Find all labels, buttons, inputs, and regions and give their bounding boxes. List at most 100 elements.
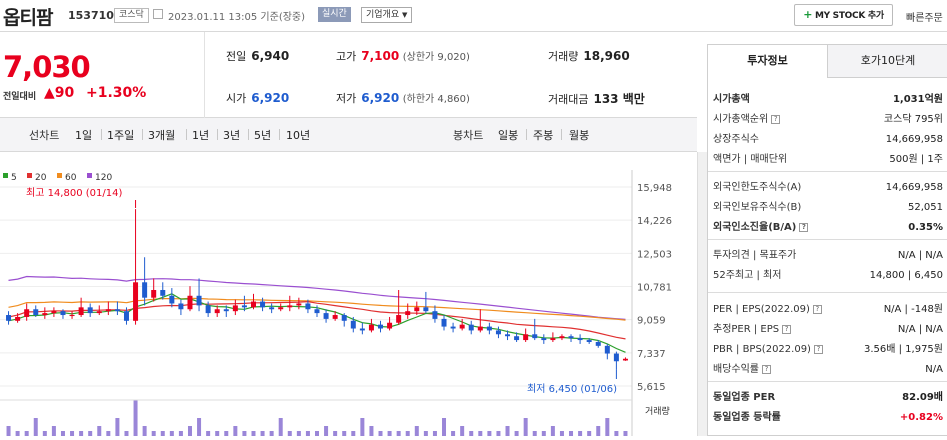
period-1y[interactable]: 1년 (192, 129, 210, 142)
y-tick-label: 14,226 (637, 216, 672, 227)
open-price: 시가 6,920 (226, 90, 289, 106)
volume-bar (206, 431, 211, 436)
volume-bar (197, 418, 202, 436)
legend-label: 60 (65, 173, 77, 183)
volume-bar (369, 426, 374, 436)
candle-body (105, 309, 111, 312)
info-row: 추정PER | EPS? N/A | N/A (713, 320, 943, 340)
candle-body (505, 334, 511, 337)
help-icon[interactable]: ? (762, 364, 771, 374)
side-panel: 투자정보 호가10단계 시가총액 1,031억원 시가총액순위? 코스닥 795위 상장… (707, 44, 947, 436)
candle-body (332, 315, 338, 319)
divider (279, 129, 280, 140)
help-icon[interactable]: ? (782, 324, 792, 334)
legend-label: 20 (35, 173, 47, 183)
candle-daily[interactable]: 일봉 (498, 129, 519, 142)
open-label: 시가 (226, 92, 247, 105)
help-icon[interactable]: ? (771, 114, 781, 124)
candle-body (78, 307, 84, 316)
volume-bar (278, 418, 283, 436)
trade-amount: 거래대금 133 백만 (548, 90, 645, 107)
my-stock-add-button[interactable]: + MY STOCK 추가 (794, 4, 893, 26)
candle-weekly[interactable]: 주봉 (533, 129, 554, 142)
low-price: 저가 6,920 (하한가 4,860) (336, 90, 470, 106)
candle-body (305, 303, 311, 310)
up-arrow-icon: ▲ (44, 85, 55, 101)
candle-body (441, 318, 447, 327)
low-label: 저가 (336, 92, 357, 105)
info-row: 외국인보유주식수(B) 52,051 (713, 198, 943, 218)
y-tick-label: 5,615 (637, 382, 666, 393)
price-box: 7,030 전일대비 ▲90 +1.30% 전일 6,940 고가 7,100 (상… (0, 32, 697, 118)
high-value: 7,100 (361, 49, 400, 63)
volume-bar (442, 418, 447, 436)
volume-bar (115, 418, 120, 436)
tab-invest-info[interactable]: 투자정보 (708, 45, 827, 78)
info-row: 액면가 | 매매단위 500원 | 1주 (713, 150, 943, 170)
candle-body (622, 358, 628, 361)
info-row: 시가총액 1,031억원 (713, 90, 943, 110)
info-label: 시가총액순위? (713, 110, 781, 130)
info-value: N/A (925, 364, 943, 375)
info-label: PBR | BPS(2022.09)? (713, 340, 823, 360)
info-value: 14,669,958 (885, 134, 943, 145)
candle-body (205, 305, 211, 314)
info-row: 투자의견 | 목표주가 N/A | N/A (713, 246, 943, 266)
help-icon[interactable]: ? (813, 344, 823, 354)
tab-quote-10[interactable]: 호가10단계 (827, 45, 947, 78)
scrollbar[interactable] (697, 152, 707, 436)
period-10y[interactable]: 10년 (286, 129, 311, 142)
legend-swatch (3, 173, 8, 178)
volume-bar (460, 426, 465, 436)
info-label: 투자의견 | 목표주가 (713, 250, 797, 261)
volume-bar (97, 426, 102, 436)
volume-bar (360, 418, 365, 436)
volume-bar (169, 431, 174, 436)
candle-body (114, 309, 120, 312)
stock-name: 옵티팜 (3, 7, 53, 29)
legend-swatch (87, 173, 92, 178)
volume-bar (578, 431, 583, 436)
volume: 거래량 18,960 (548, 48, 630, 64)
volume-axis-label: 거래량 (645, 405, 670, 417)
company-overview-dropdown[interactable]: 기업개요 ▼ (361, 7, 413, 23)
candle-body (15, 316, 21, 321)
candle-body (314, 309, 320, 314)
prev-close: 전일 6,940 (226, 48, 289, 64)
amount-label: 거래대금 (548, 93, 589, 106)
info-row: 동일업종 PER 82.09배 (713, 388, 943, 408)
period-3m[interactable]: 3개월 (148, 129, 176, 142)
high-annotation: 최고 14,800 (01/14) (26, 187, 122, 199)
info-row: 외국인한도주식수(A) 14,669,958 (713, 178, 943, 198)
candle-body (613, 353, 619, 362)
help-icon[interactable]: ? (812, 304, 822, 314)
volume-bar (251, 431, 256, 436)
candle-body (187, 295, 193, 310)
stock-chart[interactable]: 15,948 14,226 12,503 10,781 9,059 7,337 5,615 5… (0, 152, 697, 436)
period-1d[interactable]: 1일 (75, 129, 93, 142)
period-3y[interactable]: 3년 (223, 129, 241, 142)
period-5y[interactable]: 5년 (254, 129, 272, 142)
help-icon[interactable]: ? (799, 222, 809, 232)
candle-body (196, 295, 202, 306)
prev-close-value: 6,940 (251, 49, 290, 63)
candle-monthly[interactable]: 월봉 (569, 129, 590, 142)
volume-bar (242, 431, 247, 436)
volume-bar (550, 426, 555, 436)
candle-body (432, 311, 438, 319)
quick-order-link[interactable]: 빠른주문 (906, 13, 943, 24)
period-1w[interactable]: 1주일 (107, 129, 135, 142)
realtime-button[interactable]: 실시간 (318, 7, 351, 22)
candle-body (278, 307, 284, 310)
volume-bar (605, 418, 610, 436)
volume-bar (51, 426, 56, 436)
candle-body (523, 334, 529, 341)
volume-bar (569, 431, 574, 436)
legend-swatch (57, 173, 62, 178)
legend-swatch (27, 173, 32, 178)
change-value: ▲90 (44, 85, 74, 101)
info-value: N/A | N/A (897, 324, 943, 335)
info-row: PBR | BPS(2022.09)? 3.56배 | 1,975원 (713, 340, 943, 360)
stock-code: 153710 (68, 9, 114, 22)
candle-body (241, 305, 247, 308)
